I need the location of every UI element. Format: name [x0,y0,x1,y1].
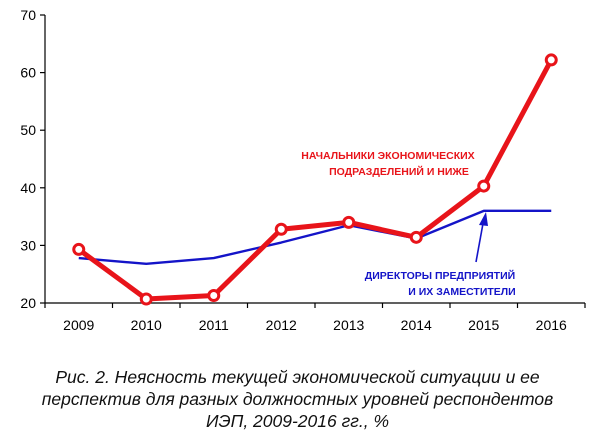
red-series-point [409,230,423,244]
figure-caption: Рис. 2. Неясность текущей экономической … [0,366,595,432]
x-tick-label: 2012 [266,317,297,333]
caption-line-1: Рис. 2. Неясность текущей экономической … [55,367,540,387]
y-tick-label: 40 [20,180,36,196]
line-chart: 20 30 40 50 60 70 2009 2010 2011 2012 2013 2014 201… [20,7,586,333]
x-tick-label: 2010 [131,317,162,333]
red-series-point [544,53,558,67]
caption-line-3: ИЭП, 2009-2016 гг., % [205,411,390,431]
x-tick-labels: 2009 2010 2011 2012 2013 2014 2015 2016 [63,317,567,333]
red-series-point [274,222,288,236]
series-heads [72,53,558,306]
red-series-point [139,292,153,306]
x-tick-label: 2016 [536,317,567,333]
y-tick-label: 30 [20,237,36,253]
y-tick-labels: 20 30 40 50 60 70 [20,7,36,311]
red-series-point [72,242,86,256]
y-tick-label: 20 [20,295,36,311]
blue-series-pointer-arrowhead [479,212,488,226]
red-series-label-line1: НАЧАЛЬНИКИ ЭКОНОМИЧЕСКИХ [301,150,474,162]
x-tick-label: 2015 [468,317,499,333]
y-tick-label: 70 [20,7,36,23]
series-directors [78,209,552,266]
red-series-label-line2: ПОДРАЗДЕЛЕНИЙ И НИЖЕ [329,165,469,178]
red-series-point [477,179,491,193]
x-tick-label: 2009 [63,317,94,333]
chart-axes [40,14,586,308]
x-tick-label: 2013 [333,317,364,333]
red-series-line [77,58,554,302]
red-series-point [207,289,221,303]
blue-series-line [78,209,552,266]
red-series-point [342,215,356,229]
x-tick-label: 2014 [401,317,432,333]
blue-series-label-line1: ДИРЕКТОРЫ ПРЕДПРИЯТИЙ [365,269,515,282]
y-tick-label: 50 [20,122,36,138]
series-annotations: НАЧАЛЬНИКИ ЭКОНОМИЧЕСКИХ ПОДРАЗДЕЛЕНИЙ И… [301,150,515,298]
x-tick-label: 2011 [199,317,229,333]
y-tick-label: 60 [20,65,36,81]
caption-line-2: перспектив для разных должностных уровне… [41,389,554,409]
blue-series-label-line2: И ИХ ЗАМЕСТИТЕЛИ [408,286,515,298]
